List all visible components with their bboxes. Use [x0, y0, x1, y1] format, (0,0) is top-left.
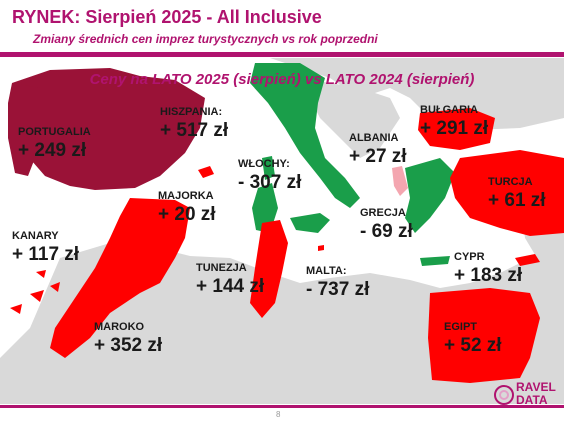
logo-inner-ring-icon	[499, 390, 509, 400]
page-number: 8	[276, 410, 281, 419]
label-majorka: MAJORKA + 20 zł	[158, 190, 216, 226]
label-maroko-name: MAROKO	[94, 321, 145, 333]
label-egipt: EGIPT + 52 zł	[444, 321, 502, 357]
region-corsica	[262, 156, 275, 180]
logo-text-line2: DATA	[516, 393, 548, 407]
label-albania: ALBANIA + 27 zł	[349, 132, 407, 168]
label-cypr: CYPR + 183 zł	[454, 251, 522, 287]
label-grecja: GRECJA - 69 zł	[360, 207, 413, 243]
label-grecja-value: - 69 zł	[360, 221, 413, 242]
label-kanary: KANARY + 117 zł	[12, 230, 79, 266]
label-wlochy-name: WŁOCHY:	[238, 158, 290, 170]
label-majorka-name: MAJORKA	[158, 190, 214, 202]
label-portugalia-value: + 249 zł	[18, 140, 87, 161]
label-bulgaria-value: + 291 zł	[420, 118, 489, 139]
region-morocco	[50, 198, 190, 358]
region-canary-islands	[10, 304, 22, 314]
label-maroko: MAROKO + 352 zł	[94, 321, 162, 357]
slide-title: RYNEK: Sierpień 2025 - All Inclusive	[12, 7, 322, 27]
region-canary-islands-4	[36, 270, 46, 278]
label-egipt-value: + 52 zł	[444, 335, 502, 356]
region-spain	[12, 68, 205, 190]
region-egypt	[428, 288, 540, 383]
mediterranean-map	[0, 58, 564, 404]
label-cypr-name: CYPR	[454, 251, 485, 263]
label-bulgaria-name: BUŁGARIA	[420, 104, 479, 116]
label-turcja-value: + 61 zł	[488, 190, 546, 211]
label-tunezja: TUNEZJA + 144 zł	[196, 262, 264, 298]
label-maroko-value: + 352 zł	[94, 335, 163, 356]
label-portugalia: PORTUGALIA + 249 zł	[18, 126, 91, 162]
region-mallorca	[198, 166, 214, 178]
label-hiszpania: HISZPANIA: + 517 zł	[160, 106, 228, 142]
region-greece	[405, 158, 455, 233]
label-egipt-name: EGIPT	[444, 321, 478, 333]
label-wlochy-value: - 307 zł	[238, 172, 302, 193]
label-majorka-value: + 20 zł	[158, 204, 216, 225]
label-hiszpania-name: HISZPANIA:	[160, 106, 223, 118]
label-albania-value: + 27 zł	[349, 146, 407, 167]
region-bulgaria	[418, 108, 495, 150]
region-sicily	[290, 213, 330, 233]
label-tunezja-value: + 144 zł	[196, 276, 265, 297]
region-malta	[318, 245, 324, 251]
bottom-divider	[0, 405, 564, 408]
travel-data-logo-icon: RAVEL DATA	[494, 380, 560, 420]
region-canary-islands-3	[50, 282, 60, 292]
label-tunezja-name: TUNEZJA	[196, 262, 247, 274]
label-kanary-value: + 117 zł	[12, 244, 80, 265]
region-portugal	[8, 83, 40, 176]
label-wlochy: WŁOCHY: - 307 zł	[238, 158, 301, 194]
label-kanary-name: KANARY	[12, 230, 59, 242]
region-canary-islands-2	[30, 290, 44, 302]
label-cypr-value: + 183 zł	[454, 265, 523, 286]
slide-subtitle: Zmiany średnich cen imprez turystycznych…	[33, 32, 378, 46]
region-sardinia	[252, 183, 278, 233]
label-albania-name: ALBANIA	[349, 132, 399, 144]
region-turkey	[450, 150, 564, 236]
map	[0, 58, 564, 404]
label-bulgaria: BUŁGARIA + 291 zł	[420, 104, 488, 140]
land-balkans	[300, 78, 400, 158]
region-albania	[392, 166, 408, 196]
label-hiszpania-value: + 517 zł	[160, 120, 229, 141]
logo-text-line1: RAVEL	[516, 380, 556, 394]
region-tunisia	[250, 220, 288, 318]
map-heading: Ceny na LATO 2025 (sierpień) vs LATO 202…	[89, 71, 475, 88]
logo-ring-icon	[494, 385, 514, 405]
label-malta-value: - 737 zł	[306, 279, 370, 300]
region-cyprus	[515, 254, 540, 266]
top-divider	[0, 52, 564, 57]
label-malta-name: MALTA:	[306, 265, 347, 277]
label-grecja-name: GRECJA	[360, 207, 406, 219]
region-italy	[250, 63, 360, 208]
label-malta: MALTA: - 737 zł	[306, 265, 369, 301]
label-portugalia-name: PORTUGALIA	[18, 126, 91, 138]
label-turcja-name: TURCJA	[488, 176, 533, 188]
label-turcja: TURCJA + 61 zł	[488, 176, 546, 212]
region-crete	[420, 256, 450, 266]
